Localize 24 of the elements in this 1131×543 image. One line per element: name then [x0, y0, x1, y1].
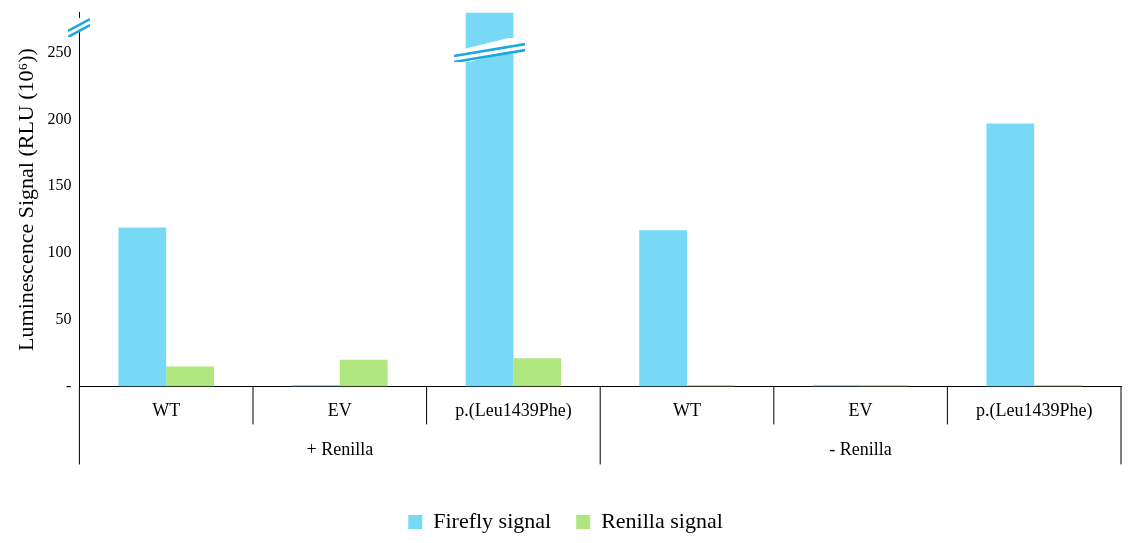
x-tick-label: WT: [673, 399, 701, 420]
x-tick-label: p.(Leu1439Phe): [975, 399, 1093, 421]
y-tick-label: 150: [47, 176, 72, 194]
bar: [986, 123, 1035, 387]
x-tick-label: p.(Leu1439Phe): [455, 399, 572, 421]
x-tick-label: EV: [327, 399, 352, 420]
text: + Renilla: [306, 439, 374, 460]
bar: [339, 359, 388, 387]
x-tick-label: WT: [152, 399, 181, 420]
bar: [639, 230, 687, 387]
x-tick-label: EV: [848, 399, 873, 420]
legend-label: Firefly signal: [433, 507, 552, 533]
text: - Renilla: [829, 439, 892, 460]
y-tick-label: -: [66, 376, 72, 394]
y-tick-label: 250: [47, 42, 72, 60]
y-tick-label: 200: [47, 109, 72, 127]
legend-label: Renilla signal: [601, 507, 723, 533]
bar: [513, 358, 562, 387]
bar: [465, 12, 514, 387]
y-tick-label: 100: [47, 243, 72, 261]
y-axis-title: Luminescence Signal (RLU (10⁶)): [12, 48, 38, 351]
y-tick-label: 50: [55, 309, 72, 327]
bar: [118, 227, 167, 387]
bar: [166, 366, 214, 387]
